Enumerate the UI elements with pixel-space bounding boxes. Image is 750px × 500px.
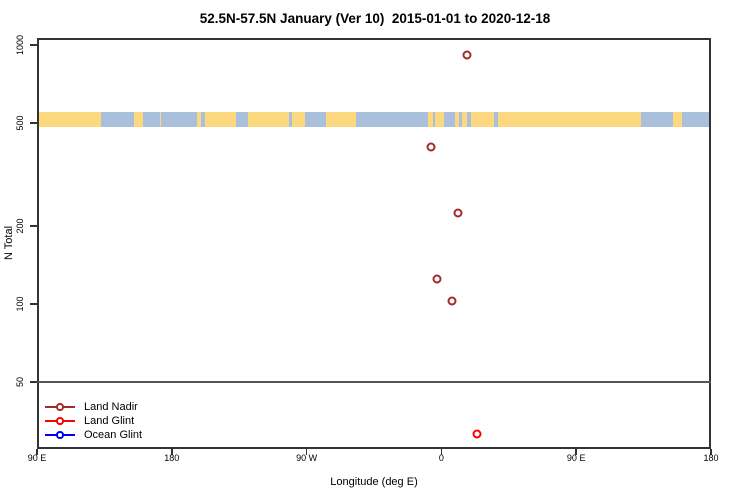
x-axis-tick-label: 90 W bbox=[296, 453, 318, 463]
y-axis-tick bbox=[30, 44, 37, 46]
map-strip-segment-ocean bbox=[288, 112, 293, 127]
y-axis-tick bbox=[30, 225, 37, 227]
land-ocean-strip-map bbox=[37, 112, 711, 127]
data-point-land-glint bbox=[472, 429, 482, 439]
legend-marker-icon bbox=[45, 428, 75, 442]
map-strip-segment-land bbox=[204, 112, 237, 127]
y-axis-tick-label: 100 bbox=[15, 296, 25, 312]
x-axis-title: Longitude (deg E) bbox=[330, 476, 418, 488]
legend: Land Nadir Land Glint Ocean Glint bbox=[45, 400, 142, 442]
data-point-land-nadir bbox=[462, 50, 472, 60]
legend-label: Ocean Glint bbox=[84, 429, 143, 441]
map-strip-segment-ocean bbox=[305, 112, 327, 127]
y-axis-tick bbox=[30, 303, 37, 305]
x-axis-tick-label: 180 bbox=[164, 453, 180, 463]
map-strip-segment-land bbox=[159, 112, 162, 127]
x-axis-tick-label: 180 bbox=[703, 453, 719, 463]
map-strip-segment-ocean bbox=[236, 112, 249, 127]
x-axis-tick bbox=[440, 449, 443, 455]
y-axis-tick-label: 500 bbox=[15, 115, 25, 131]
x-axis-tick bbox=[305, 449, 308, 455]
map-strip-segment-ocean bbox=[142, 112, 160, 127]
plot-border-box bbox=[37, 38, 711, 449]
map-strip-segment-ocean bbox=[201, 112, 205, 127]
legend-label: Land Glint bbox=[84, 415, 135, 427]
map-strip-segment-land bbox=[498, 112, 641, 127]
x-axis-tick-label: 0 bbox=[438, 453, 444, 463]
x-axis-tick bbox=[575, 449, 577, 455]
x-axis-tick-label: 90 E bbox=[566, 453, 586, 463]
legend-marker-icon bbox=[45, 414, 75, 428]
data-point-land-nadir bbox=[432, 274, 442, 284]
map-strip-segment-land bbox=[427, 112, 434, 127]
x-axis-tick bbox=[710, 449, 712, 455]
map-strip-segment-land bbox=[454, 112, 460, 127]
map-strip-segment-land bbox=[133, 112, 143, 127]
data-point-land-nadir bbox=[447, 296, 457, 306]
legend-ring bbox=[56, 417, 64, 425]
map-strip-segment-ocean bbox=[459, 112, 463, 127]
map-strip-segment-ocean bbox=[161, 112, 198, 127]
legend-label: Land Nadir bbox=[84, 401, 138, 413]
y-axis-tick-label: 1000 bbox=[15, 34, 25, 55]
map-strip-segment-land bbox=[248, 112, 289, 127]
map-strip-segment-land bbox=[197, 112, 201, 127]
map-strip-segment-land bbox=[292, 112, 306, 127]
map-strip-segment-ocean bbox=[101, 112, 134, 127]
legend-item-land-nadir: Land Nadir bbox=[45, 400, 142, 414]
plot-area: Land Nadir Land Glint Ocean Glint 90 E 180 9… bbox=[15, 35, 719, 463]
y-axis-tick bbox=[30, 381, 37, 383]
map-strip-segment-ocean bbox=[356, 112, 428, 127]
map-strip-segment-ocean bbox=[493, 112, 499, 127]
map-strip-segment-land bbox=[37, 112, 102, 127]
x-axis-tick bbox=[171, 449, 173, 455]
map-strip-segment-land bbox=[672, 112, 682, 127]
map-strip-segment-ocean bbox=[433, 112, 436, 127]
legend-item-land-glint: Land Glint bbox=[45, 414, 142, 428]
map-strip-segment-ocean bbox=[444, 112, 455, 127]
legend-ring bbox=[56, 403, 64, 411]
map-strip-segment-land bbox=[462, 112, 467, 127]
legend-item-ocean-glint: Ocean Glint bbox=[45, 428, 142, 442]
y-axis-tick-label: 50 bbox=[15, 376, 25, 387]
data-point-land-nadir bbox=[453, 208, 463, 218]
reference-line bbox=[37, 380, 711, 383]
data-point-land-nadir bbox=[426, 142, 436, 152]
x-axis-tick-label: 90 E bbox=[27, 453, 47, 463]
legend-ring bbox=[56, 431, 64, 439]
map-strip-segment-ocean bbox=[640, 112, 673, 127]
map-strip-segment-land bbox=[326, 112, 357, 127]
map-strip-segment-ocean bbox=[466, 112, 472, 127]
map-strip-segment-land bbox=[435, 112, 445, 127]
map-strip-segment-ocean bbox=[681, 112, 711, 127]
y-axis-title: N Total bbox=[3, 225, 15, 261]
y-axis-tick-label: 200 bbox=[15, 218, 25, 234]
y-axis-tick bbox=[30, 122, 37, 124]
chart-title: 52.5N-57.5N January (Ver 10) 2015-01-01 … bbox=[199, 11, 551, 26]
map-strip-segment-land bbox=[471, 112, 494, 127]
x-axis-tick bbox=[36, 449, 38, 455]
legend-marker-icon bbox=[45, 400, 75, 414]
